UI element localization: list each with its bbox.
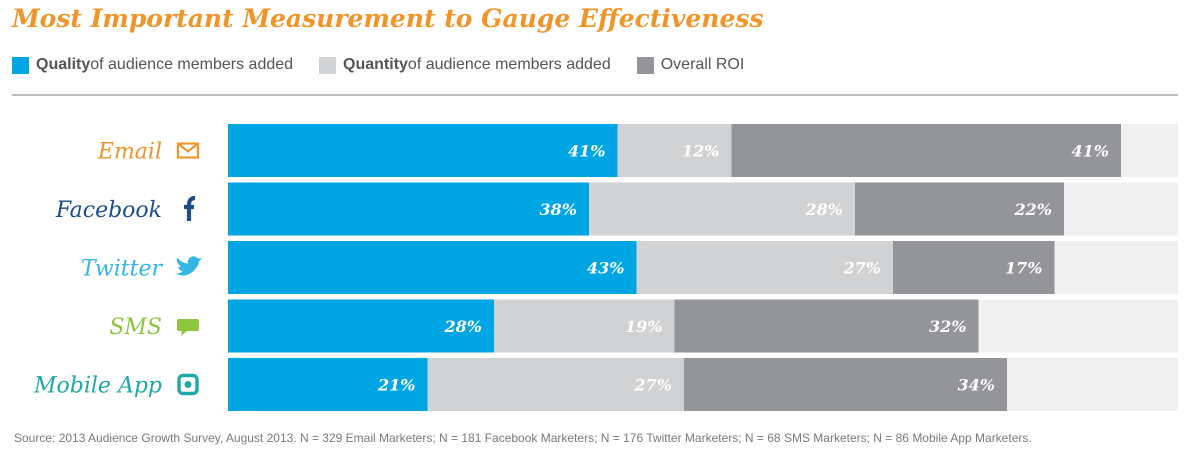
chat-bubble-icon <box>177 319 199 336</box>
bar-mobile-app-s2 <box>684 358 1007 411</box>
category-label-mobile-app: Mobile App <box>33 374 162 399</box>
legend-label-quality-bold: Quality <box>36 56 91 73</box>
bar-label-email-s1: 12% <box>682 142 719 161</box>
category-label-facebook: Facebook <box>55 198 162 223</box>
mobile-app-icon <box>177 373 199 396</box>
bar-facebook-s2 <box>855 182 1064 236</box>
bar-twitter-s0 <box>228 241 637 294</box>
bar-label-sms-s2: 32% <box>929 317 966 336</box>
chart-title: Most Important Measurement to Gauge Effe… <box>12 4 764 33</box>
legend: Quality of audience members added Quanti… <box>12 54 770 76</box>
bar-label-email-s2: 41% <box>1072 142 1109 161</box>
envelope-icon <box>176 142 200 159</box>
twitter-bird-icon <box>176 256 202 276</box>
bar-twitter-s1 <box>636 241 893 294</box>
source-note: Source: 2013 Audience Growth Survey, Aug… <box>14 431 1032 445</box>
facebook-icon <box>184 195 196 221</box>
legend-label-quantity-bold: Quantity <box>343 56 408 73</box>
bar-label-twitter-s2: 17% <box>1005 259 1042 278</box>
bar-email-s0 <box>228 124 618 177</box>
bar-label-sms-s0: 28% <box>444 317 482 336</box>
category-label-email: Email <box>97 140 162 165</box>
bar-email-s2 <box>731 124 1121 177</box>
bar-mobile-app-s0 <box>228 358 428 411</box>
bar-sms-s0 <box>228 299 494 353</box>
stacked-bar-chart: 41% 12% 41% Email 38% 28% 22% Facebook 43% 27% 17%… <box>33 124 1178 411</box>
category-label-sms: SMS <box>109 315 162 340</box>
bar-label-sms-s1: 19% <box>625 317 662 336</box>
bar-mobile-app-s1 <box>427 358 684 411</box>
bar-label-facebook-s0: 38% <box>540 200 577 219</box>
bar-label-twitter-s0: 43% <box>587 259 624 278</box>
bar-sms-s1 <box>494 299 675 353</box>
bar-sms-s2 <box>674 299 979 353</box>
legend-item-quantity: Quantity of audience members added <box>319 56 611 74</box>
legend-swatch-quality <box>12 56 29 74</box>
legend-label-quantity: of audience members added <box>407 56 611 73</box>
bar-label-twitter-s1: 27% <box>843 259 881 278</box>
bar-email-s1 <box>617 124 732 177</box>
bar-label-mobile-app-s2: 34% <box>958 376 995 395</box>
legend-label-roi: Overall ROI <box>660 56 745 73</box>
legend-label-quality: of audience members added <box>90 56 294 73</box>
legend-item-quality: Quality of audience members added <box>12 56 293 74</box>
bar-label-email-s0: 41% <box>568 142 605 161</box>
bar-label-facebook-s1: 28% <box>805 200 843 219</box>
bar-label-mobile-app-s0: 21% <box>377 376 415 395</box>
bar-facebook-s1 <box>589 182 855 236</box>
legend-item-roi: Overall ROI <box>636 56 745 74</box>
bar-label-mobile-app-s1: 27% <box>634 376 672 395</box>
legend-swatch-quantity <box>319 56 337 74</box>
bar-label-facebook-s2: 22% <box>1014 200 1052 219</box>
bar-twitter-s2 <box>893 241 1055 294</box>
legend-swatch-roi <box>636 56 654 74</box>
bar-facebook-s0 <box>228 182 589 236</box>
category-label-twitter: Twitter <box>81 257 163 282</box>
divider <box>12 94 1178 96</box>
